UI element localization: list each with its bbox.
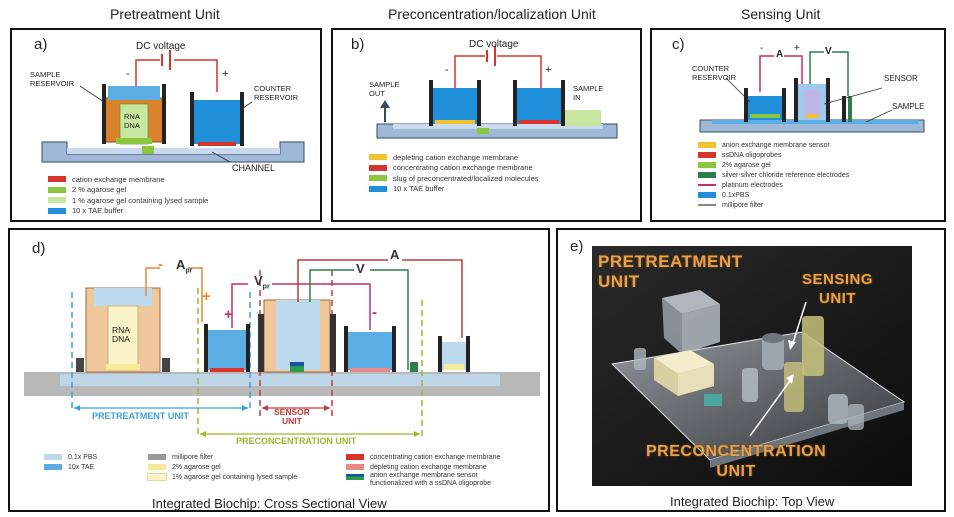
panel-b-diagram — [376, 46, 618, 139]
minus-sign-apr: - — [158, 256, 163, 273]
legend-item: platinum electrodes — [698, 180, 849, 190]
panel-e-top-view: e) — [556, 228, 946, 512]
plus-sign: + — [794, 43, 800, 54]
panel-d-diagram — [24, 259, 540, 437]
legend-item: silver-silver chloride reference electro… — [698, 170, 849, 180]
legend-item: slug of preconcentrated/localized molecu… — [369, 173, 539, 184]
panel-b-label: b) — [351, 36, 365, 53]
sample-label: SAMPLE — [892, 102, 925, 111]
v-symbol: V — [825, 46, 832, 57]
legend-item: anion exchange membrane sensor — [698, 140, 849, 150]
rna-dna-label: RNA DNA — [124, 112, 140, 130]
biochip-photo-drawing — [592, 246, 912, 486]
legend-item: ssDNA oligoprobes — [698, 150, 849, 160]
legend-item: concentrating cation exchange membrane — [369, 163, 539, 174]
plus-sign-apr: + — [202, 288, 211, 305]
header-pretreatment: Pretreatment Unit — [110, 6, 220, 22]
legend-item: 1% agarose gel containing lysed sample — [147, 472, 297, 482]
legend-item: 10x TAE — [44, 462, 97, 472]
biochip-photo: PRETREATMENT UNIT SENSING UNIT PRECONCEN… — [592, 246, 912, 486]
legend-item: 0.1x PBS — [44, 452, 97, 462]
channel-label: CHANNEL — [232, 163, 276, 173]
rna-dna-label: RNA DNA — [112, 325, 130, 344]
panel-c-sensing: c) - A + V COUNTER RESERVOIR SENSOR SAMP… — [650, 28, 946, 222]
plus-sign-vpr: + — [224, 306, 233, 323]
plus-sign: + — [222, 68, 229, 80]
panel-a-legend: cation exchange membrane 2 % agarose gel… — [48, 174, 208, 216]
a-pr-letter: A — [176, 257, 186, 272]
legend-item: cation exchange membrane — [48, 174, 208, 185]
panel-a-diagram — [41, 50, 305, 163]
v-symbol: V — [356, 261, 365, 276]
panel-a-pretreatment: a) DC voltage - + SAMPLE RESERVOIR COUNT… — [10, 28, 322, 222]
legend-item: 2% agarose gel — [148, 462, 297, 472]
panel-c-diagram — [699, 51, 925, 133]
panel-b-legend: depleting cation exchange membrane conce… — [369, 152, 539, 194]
panel-c-label: c) — [672, 36, 685, 53]
panel-d-label: d) — [32, 240, 46, 257]
legend-item: millipore filter — [698, 200, 849, 210]
legend-item: depleting cation exchange membrane — [369, 152, 539, 163]
panel-d-legend-col2: millipore filter 2% agarose gel 1% agaro… — [147, 452, 297, 482]
sample-reservoir-label: SAMPLE RESERVOIR — [30, 70, 75, 88]
v-pr-symbol: Vpr — [254, 273, 270, 292]
a-pr-symbol: Apr — [176, 257, 193, 276]
panel-e-caption: Integrated Biochip: Top View — [670, 494, 835, 509]
panel-d-cross-section: d) — [8, 228, 550, 512]
counter-reservoir-label: COUNTER RESERVOIR — [254, 84, 299, 102]
pretreatment-unit-span: PRETREATMENT UNIT — [92, 411, 189, 421]
legend-item: concentrating cation exchange membrane — [346, 452, 500, 462]
header-sensing: Sensing Unit — [741, 6, 821, 22]
legend-item: 10 x TAE buffer — [48, 206, 208, 217]
legend-item: depleting cation exchange membrane — [346, 462, 500, 472]
counter-reservoir-label: COUNTER RESERVOIR — [692, 64, 737, 82]
panel-d-legend-col3: concentrating cation exchange membrane d… — [346, 452, 500, 488]
legend-item: 2 % agarose gel — [48, 185, 208, 196]
panel-a-label: a) — [34, 36, 48, 53]
pretreatment-unit-photo-label: PRETREATMENT UNIT — [598, 252, 743, 291]
legend-item: 0.1xPBS — [698, 190, 849, 200]
legend-item: anion exchange membrane sensor functiona… — [346, 472, 500, 488]
v-pr-subscript: pr — [262, 283, 270, 291]
sensor-unit-span: SENSOR UNIT — [274, 407, 310, 426]
legend-item: 1 % agarose gel containing lysed sample — [48, 195, 208, 206]
dc-voltage-label: DC voltage — [136, 41, 186, 52]
legend-item: 2% agarose gel — [698, 160, 849, 170]
legend-item: millipore filter — [148, 452, 297, 462]
panel-c-legend: anion exchange membrane sensor ssDNA oli… — [698, 140, 849, 210]
sample-out-label: SAMPLE OUT — [369, 80, 400, 98]
sensing-unit-photo-label: SENSING UNIT — [802, 271, 874, 307]
v-pr-letter: V — [254, 273, 263, 288]
a-symbol: A — [776, 49, 784, 60]
a-pr-subscript: pr — [185, 267, 193, 275]
minus-sign: - — [445, 64, 449, 76]
a-symbol: A — [390, 247, 400, 262]
plus-sign: + — [545, 64, 552, 76]
minus-sign: - — [126, 68, 130, 80]
panel-d-caption: Integrated Biochip: Cross Sectional View — [152, 496, 387, 511]
legend-item: 10 x TAE buffer — [369, 184, 539, 195]
minus-sign-vpr: - — [372, 304, 377, 321]
header-preconcentration: Preconcentration/localization Unit — [388, 6, 596, 22]
sensor-label: SENSOR — [884, 74, 918, 83]
dc-voltage-label: DC voltage — [469, 39, 519, 50]
minus-sign: - — [760, 43, 764, 54]
preconcentration-unit-photo-label: PRECONCENTRATION UNIT — [646, 443, 827, 480]
preconcentration-unit-span: PRECONCENTRATION UNIT — [236, 436, 357, 446]
panel-d-legend-col1: 0.1x PBS 10x TAE — [44, 452, 97, 472]
panel-e-label: e) — [570, 238, 584, 255]
panel-b-preconcentration: b) DC voltage - + SAMPLE OUT SAMPLE IN d… — [331, 28, 642, 222]
sample-in-label: SAMPLE IN — [573, 84, 604, 102]
